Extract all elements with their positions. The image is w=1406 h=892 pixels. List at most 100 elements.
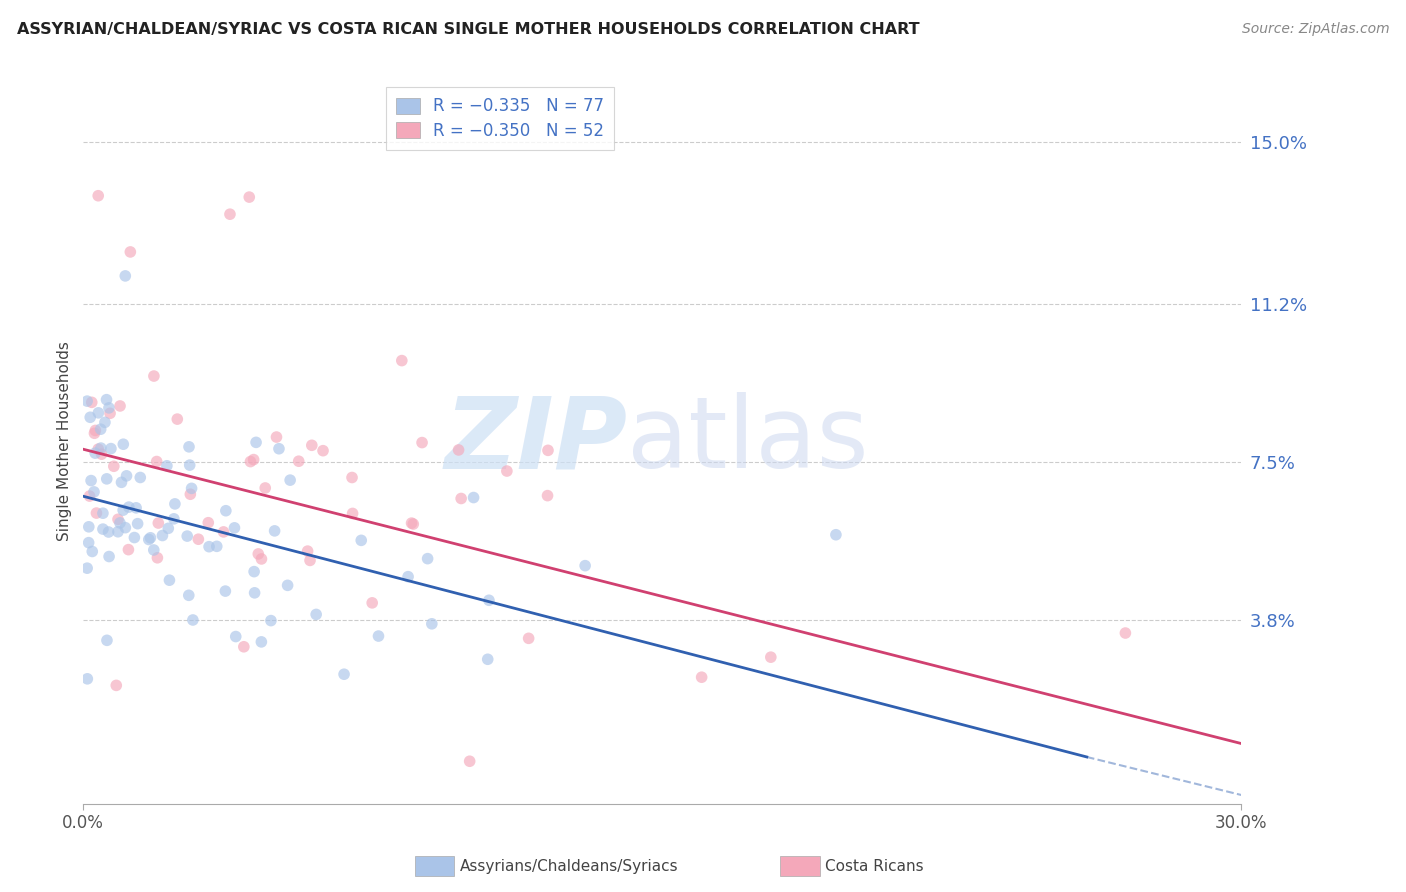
Point (212, 524, 235, 539)
Point (142, 543, 165, 558)
Point (76, 561, 98, 575)
Point (477, 652, 499, 666)
Point (297, 544, 319, 558)
Point (117, 542, 139, 557)
Point (243, 565, 266, 579)
Point (105, 678, 128, 692)
Point (91, 506, 114, 520)
Point (91, 522, 114, 536)
Point (197, 516, 219, 530)
Point (142, 369, 165, 384)
Point (156, 458, 179, 473)
Text: Source: ZipAtlas.com: Source: ZipAtlas.com (1241, 22, 1389, 37)
Point (100, 442, 122, 456)
Point (84, 424, 107, 438)
Point (94, 415, 117, 429)
Point (299, 553, 322, 567)
Point (187, 533, 209, 547)
Point (146, 550, 169, 565)
Point (90, 441, 112, 455)
Point (254, 481, 277, 495)
Point (361, 596, 384, 610)
Point (219, 207, 242, 221)
Point (110, 475, 132, 490)
Point (83, 426, 105, 441)
Point (98, 406, 121, 420)
Point (305, 607, 328, 622)
Point (112, 437, 135, 451)
Point (342, 507, 364, 521)
Point (478, 593, 501, 607)
Point (458, 754, 481, 768)
Point (84, 446, 107, 460)
Point (411, 435, 433, 450)
Point (198, 540, 221, 554)
Point (129, 470, 152, 484)
Point (107, 524, 129, 539)
Point (205, 539, 228, 553)
Point (115, 468, 138, 483)
Point (450, 491, 472, 506)
Point (574, 558, 596, 573)
Point (312, 443, 335, 458)
Point (277, 578, 299, 592)
Point (83, 484, 105, 499)
Point (391, 353, 413, 368)
Point (333, 667, 356, 681)
Point (148, 516, 170, 530)
Point (245, 435, 267, 450)
Point (215, 504, 238, 518)
Point (176, 529, 198, 543)
Point (138, 533, 160, 547)
Point (103, 459, 125, 474)
Point (157, 521, 180, 535)
Point (80, 474, 103, 488)
Point (267, 442, 290, 456)
Point (181, 613, 204, 627)
Point (120, 244, 142, 259)
Point (90, 447, 112, 461)
Point (224, 521, 246, 535)
Point (243, 586, 266, 600)
Point (145, 454, 167, 468)
Point (166, 412, 188, 426)
Point (278, 473, 301, 487)
Point (87, 442, 110, 456)
Point (350, 533, 373, 548)
Point (127, 516, 149, 531)
Point (496, 464, 519, 478)
Point (96, 392, 118, 407)
Text: ZIP: ZIP (444, 392, 627, 489)
Point (447, 442, 470, 457)
Point (77, 535, 100, 549)
Point (139, 531, 162, 545)
Point (260, 614, 283, 628)
Point (107, 512, 129, 526)
Point (1114, 626, 1136, 640)
Y-axis label: Single Mother Households: Single Mother Households (58, 341, 72, 541)
Point (76, 672, 98, 686)
Text: atlas: atlas (627, 392, 869, 489)
Point (263, 524, 285, 538)
Point (79, 410, 101, 425)
Point (180, 481, 202, 495)
Point (125, 500, 148, 515)
Point (159, 573, 181, 587)
Point (536, 489, 558, 503)
Point (163, 497, 186, 511)
Point (177, 588, 200, 602)
Point (177, 440, 200, 454)
Point (118, 500, 141, 514)
Point (114, 268, 136, 283)
Point (76, 394, 98, 409)
Point (416, 551, 439, 566)
Point (77, 520, 100, 534)
Point (239, 454, 262, 468)
Point (96, 472, 118, 486)
Point (112, 503, 135, 517)
Point (96, 633, 118, 648)
Point (232, 640, 254, 654)
Point (97, 401, 120, 415)
Text: Assyrians/Chaldeans/Syriacs: Assyrians/Chaldeans/Syriacs (460, 859, 678, 873)
Point (396, 569, 419, 583)
